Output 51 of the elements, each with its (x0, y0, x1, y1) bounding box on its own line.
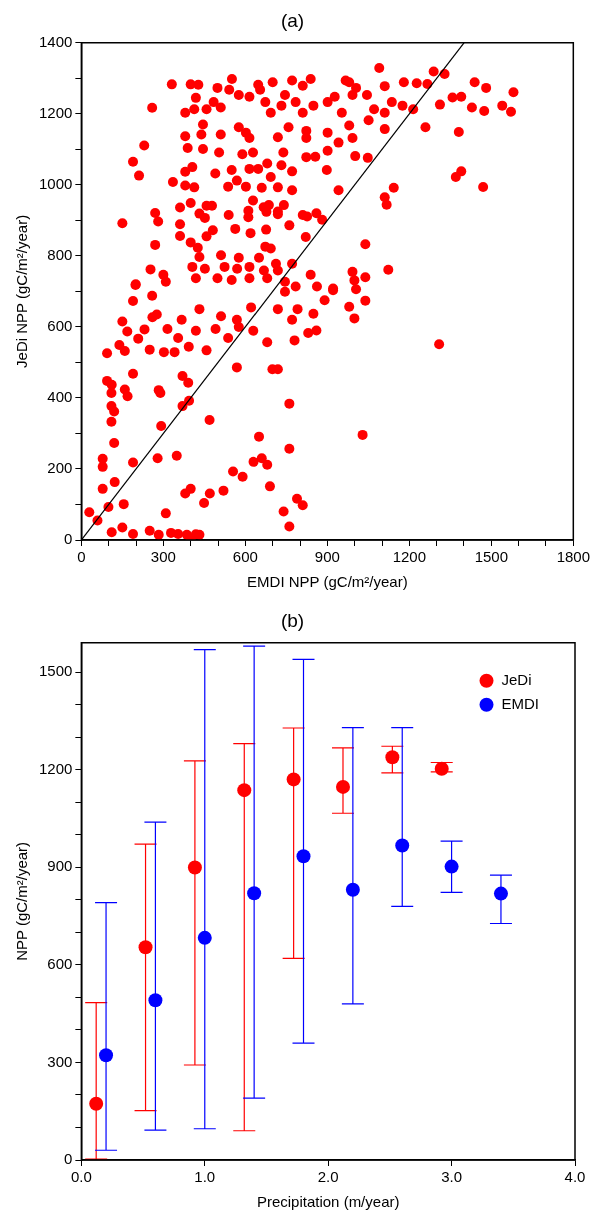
x-tick-label: 1200 (392, 548, 427, 566)
point (286, 772, 301, 787)
y-tick-label: 200 (47, 459, 73, 477)
point (395, 838, 410, 853)
chart-title: (a) (280, 9, 305, 31)
point (345, 882, 360, 897)
x-tick-label: 1800 (556, 548, 590, 566)
x-tick-label: 0.0 (70, 1168, 92, 1186)
point (138, 940, 153, 955)
y-tick-label: 1200 (38, 103, 73, 121)
point (99, 1048, 114, 1063)
y-axis-title: JeDi NPP (gC/m²/year) (13, 214, 31, 368)
point (197, 930, 212, 945)
point (434, 761, 449, 776)
y-tick-label: 400 (47, 388, 73, 406)
y-tick-label: 600 (47, 317, 73, 335)
point (237, 783, 252, 798)
x-tick-label: 3.0 (441, 1168, 463, 1186)
y-tick-label: 0 (64, 1150, 73, 1168)
y-tick-label: 800 (47, 246, 73, 264)
chart-title: (b) (280, 609, 305, 631)
y-tick-label: 1200 (38, 759, 73, 777)
point (444, 859, 459, 874)
point (89, 1096, 104, 1111)
x-axis-title: Precipitation (m/year) (256, 1193, 400, 1211)
point (296, 849, 311, 864)
y-tick-label: 600 (47, 954, 73, 972)
x-tick-label: 4.0 (564, 1168, 586, 1186)
x-tick-label: 0 (77, 548, 86, 566)
point (187, 860, 202, 875)
y-tick-label: 300 (47, 1052, 73, 1070)
x-tick-label: 1500 (474, 548, 509, 566)
x-axis-title: EMDI NPP (gC/m²/year) (247, 573, 408, 591)
point (148, 993, 163, 1008)
x-tick-label: 2.0 (317, 1168, 339, 1186)
legend-label: JeDi (501, 670, 532, 688)
point (247, 886, 262, 901)
x-tick-label: 900 (314, 548, 340, 566)
point (493, 886, 508, 901)
y-tick-label: 900 (47, 857, 73, 875)
y-axis-title: NPP (gC/m²/year) (13, 841, 31, 961)
x-tick-label: 300 (150, 548, 176, 566)
point (385, 750, 400, 765)
legend-label: EMDI (501, 694, 539, 712)
x-tick-label: 600 (232, 548, 258, 566)
x-tick-label: 1.0 (194, 1168, 216, 1186)
y-tick-label: 1400 (38, 32, 73, 50)
y-tick-label: 1500 (38, 662, 73, 680)
y-tick-label: 0 (64, 530, 73, 548)
point (335, 779, 350, 794)
y-tick-label: 1000 (38, 175, 73, 192)
